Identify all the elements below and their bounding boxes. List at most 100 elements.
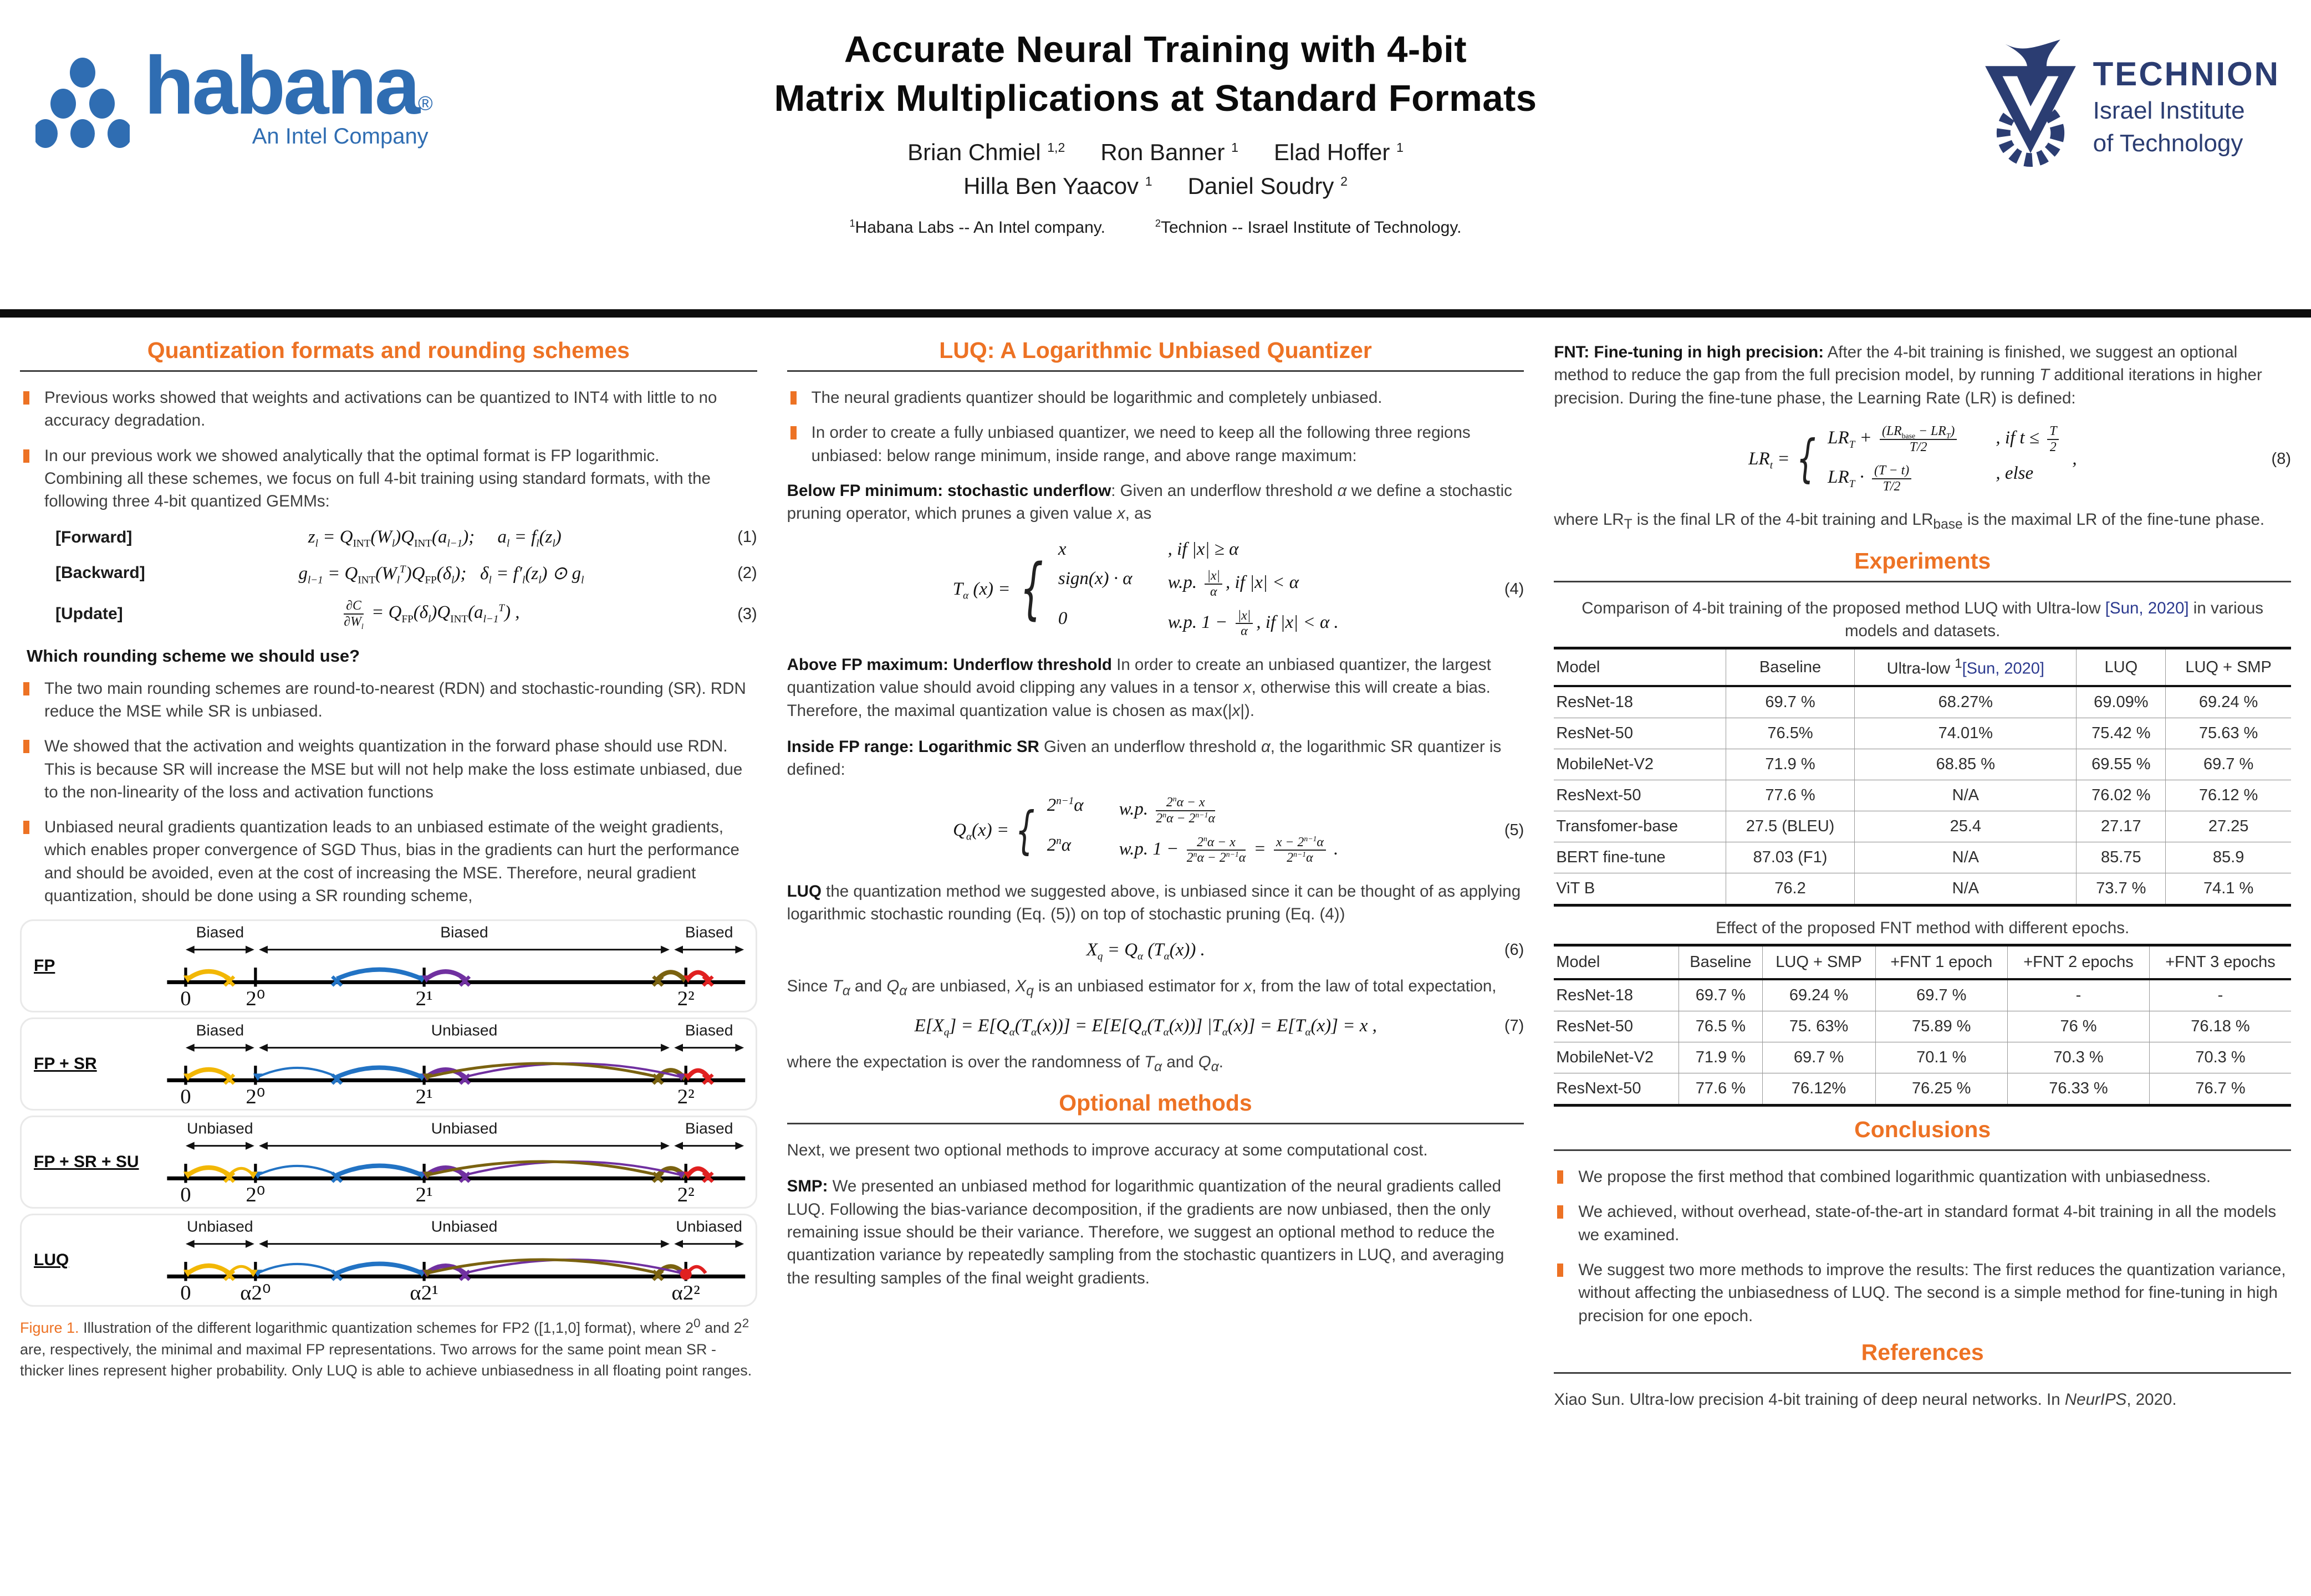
paragraph-below-fp-min: Below FP minimum: stochastic underflow: … <box>787 481 1512 523</box>
technion-logo: TECHNION Israel Institute of Technology <box>1978 37 2280 176</box>
table-2-caption: Effect of the proposed FNT method with d… <box>1716 918 2130 937</box>
region-label: Biased <box>685 924 733 940</box>
panel-label: FP + SR <box>34 1055 97 1073</box>
poster-columns: Quantization formats and rounding scheme… <box>0 318 2311 1428</box>
case-cond: , else <box>1996 463 2034 484</box>
table-cell: ResNet-18 <box>1556 986 1633 1005</box>
paragraph-luq: LUQ the quantization method we suggested… <box>787 882 1521 924</box>
table-row: MobileNet-V2 71.9 % 69.7 % 70.1 % 70.3 % 70.3… <box>1554 1042 2291 1073</box>
citation-link[interactable]: [Sun, 2020] <box>2105 598 2189 617</box>
equation-body: zl = QINT(Wl)QINT(al−1); al = fl(zl) <box>308 527 562 550</box>
column-results: FNT: Fine-tuning in high precision: Afte… <box>1554 329 2291 1428</box>
column-header: LUQ + SMP <box>1762 945 1876 981</box>
table-row: ResNet-50 76.5% 74.01% 75.42 % 75.63 % <box>1554 717 2291 749</box>
table-cell: 85.9 <box>2165 841 2291 873</box>
bullet-item: In our previous work we showed analytica… <box>20 444 757 513</box>
paragraph-next: Next, we present two optional methods to… <box>787 1141 1428 1160</box>
tick-label: 2² <box>677 1086 695 1106</box>
bullet-list: The two main rounding schemes are round-… <box>20 677 757 908</box>
equation-body: E[Xq] = E[Qα(Tα(x))] = E[E[Qα(Tα(x))] |T… <box>914 1015 1377 1039</box>
table-cell: 76.5% <box>1725 717 1855 749</box>
technion-emblem-icon <box>1984 39 2076 167</box>
table-cell: 74.1 % <box>2165 872 2291 906</box>
paragraph-smp: SMP: We presented an unbiased method for… <box>787 1177 1504 1287</box>
equation-tail: , <box>2072 448 2077 469</box>
table-cell: 77.6 % <box>1725 779 1855 811</box>
heading-rule <box>20 370 757 372</box>
table-cell: 76.12% <box>1762 1073 1876 1106</box>
authors-line-2: Hilla Ben Yaacov 1 Daniel Soudry 2 <box>963 172 1348 199</box>
table-cell: 25.4 <box>1854 810 2077 842</box>
authors-line-1: Brian Chmiel 1,2 Ron Banner 1 Elad Hoffer … <box>907 139 1404 165</box>
paragraph-fnt: FNT: Fine-tuning in high precision: Afte… <box>1554 343 2262 407</box>
equation-tag: [Forward] <box>55 528 132 546</box>
table-cell: ResNet-50 <box>1554 1011 1679 1042</box>
table-cell: - <box>2007 979 2150 1011</box>
table-row: ResNet-18 69.7 % 68.27% 69.09% 69.24 % <box>1554 686 2291 718</box>
technion-sub-2: of Technology <box>2093 129 2243 157</box>
equation-number: (4) <box>1504 580 1524 598</box>
table-cell: 76.12 % <box>2165 779 2291 811</box>
table-cell: 69.7 % <box>2165 748 2291 780</box>
habana-tagline: An Intel Company <box>252 124 428 149</box>
table-cell: 68.85 % <box>1854 748 2077 780</box>
table-cell: 76 % <box>2007 1011 2150 1042</box>
column-header: +FNT 3 epochs <box>2149 945 2291 981</box>
panel-label: LUQ <box>34 1251 69 1270</box>
column-header: +FNT 1 epoch <box>1875 945 2008 981</box>
table-cell: 69.24 % <box>1762 979 1876 1011</box>
equation-body: gl−1 = QINT(WlT)QFP(δl); δl = f′l(zl) ⊙ … <box>298 564 584 587</box>
bullet-item: We suggest two more methods to improve t… <box>1554 1259 2291 1327</box>
tick-label: 0 <box>180 1086 191 1106</box>
column-header: Baseline <box>1725 648 1855 687</box>
bullet-continuation: Combining all these schemes, we focus on… <box>44 469 711 511</box>
case-value: LRT · (T − t) T/2 <box>1828 463 1960 494</box>
habana-wordmark: habana <box>144 40 420 131</box>
paragraph-where: where the expectation is over the random… <box>787 1052 1223 1075</box>
table-cell: 27.5 (BLEU) <box>1725 810 1855 842</box>
technion-name: TECHNION <box>2093 55 2280 93</box>
table-row: MobileNet-V2 71.9 % 68.85 % 69.55 % 69.7 % <box>1554 748 2291 780</box>
bullet-item: We achieved, without overhead, state-of-… <box>1554 1200 2291 1246</box>
table-cell: 27.25 <box>2165 810 2291 842</box>
section-heading-luq: LUQ: A Logarithmic Unbiased Quantizer <box>939 337 1372 363</box>
tick-label: 0 <box>180 1184 191 1204</box>
technion-sub-1: Israel Institute <box>2093 96 2245 124</box>
habana-dots-icon <box>35 58 130 149</box>
table-1-caption: Comparison of 4-bit training of the prop… <box>1582 598 2264 640</box>
paragraph-since: Since Tα and Qα are unbiased, Xq is an u… <box>787 977 1497 999</box>
equation-cases: x , if |x| ≥ α sign(x) · α w.p. |x| α, if |… <box>1058 539 1339 638</box>
table-cell: 71.9 % <box>1725 748 1855 780</box>
quantization-number-line: Biased Biased Biased 0 2⁰ 2¹ 2² <box>167 924 746 1008</box>
panel-label: FP + SR + SU <box>34 1153 139 1172</box>
table-cell: 71.9 % <box>1679 1042 1763 1073</box>
table-row: ResNet-50 76.5 % 75. 63% 75.89 % 76 % 76.18 % <box>1554 1011 2291 1042</box>
table-cell: 69.24 % <box>2165 686 2291 718</box>
subheading-rounding: Which rounding scheme we should use? <box>27 646 360 666</box>
column-header: Baseline <box>1679 945 1763 981</box>
section-heading-optional: Optional methods <box>1059 1090 1252 1116</box>
table-cell: N/A <box>1854 872 2077 906</box>
tick-label: 0 <box>180 988 191 1008</box>
column-header: LUQ + SMP <box>2165 648 2291 687</box>
table-row: ResNext-50 77.6 % N/A 76.02 % 76.12 % <box>1554 779 2291 811</box>
equation-body: Xq = Qα (Tα(x)) . <box>1086 940 1205 963</box>
figure-panel-sr: FP + SR Biased Unbiased Biased 0 2⁰ 2¹ 2² <box>20 1017 757 1111</box>
equation-lhs: Qα(x) = <box>953 820 1009 843</box>
table-cell: Transfomer-base <box>1554 810 1726 842</box>
bullet-text: In our previous work we showed analytica… <box>44 446 660 465</box>
section-heading-quantization: Quantization formats and rounding scheme… <box>147 337 630 363</box>
region-label: Unbiased <box>431 1120 498 1137</box>
bullet-list: Previous works showed that weights and a… <box>20 386 757 513</box>
citation-link[interactable]: [Sun, 2020] <box>1962 659 2044 678</box>
table-cell: N/A <box>1854 779 2077 811</box>
region-label: Unbiased <box>187 1120 253 1137</box>
region-label: Biased <box>196 1022 244 1039</box>
equation-number: (8) <box>2271 449 2291 468</box>
table-cell: 87.03 (F1) <box>1725 841 1855 873</box>
table-cell: 27.17 <box>2076 810 2166 842</box>
table-cell: MobileNet-V2 <box>1554 1042 1679 1073</box>
tick-label: 2⁰ <box>246 1086 265 1106</box>
